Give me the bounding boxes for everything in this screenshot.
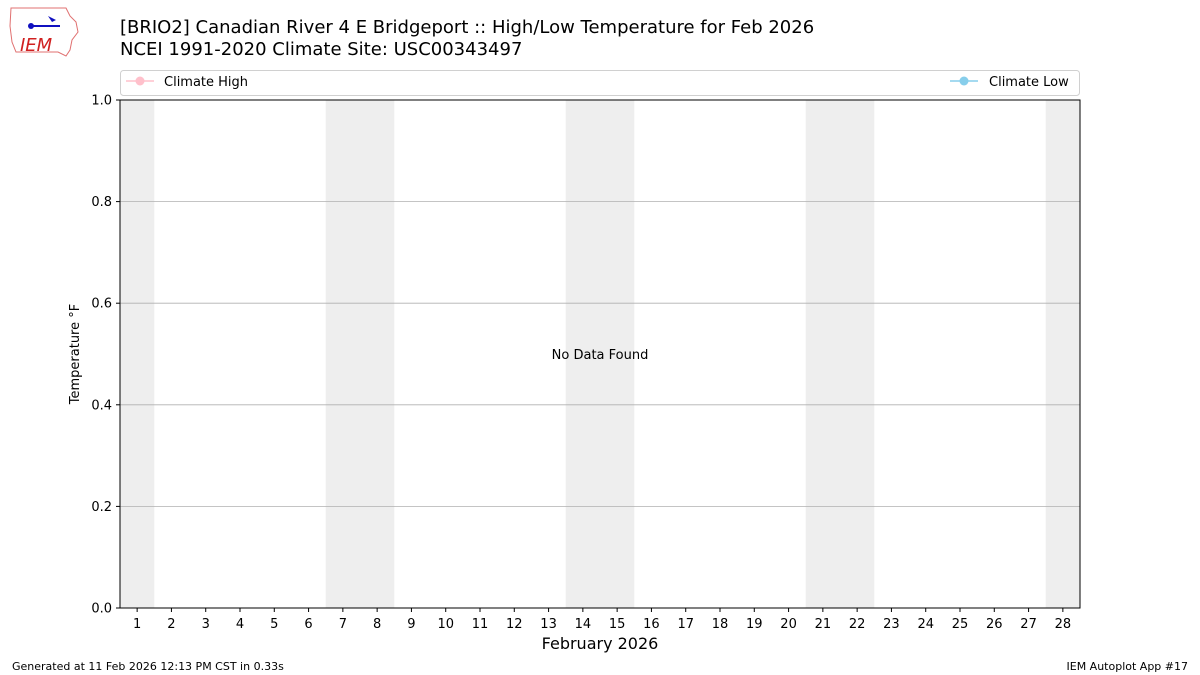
x-tick-label: 16: [643, 617, 660, 632]
legend-marker-climate-low: [959, 76, 969, 86]
iem-logo: IEM: [8, 6, 80, 58]
x-tick-label: 19: [746, 617, 763, 632]
footer-app: IEM Autoplot App #17: [1066, 660, 1189, 673]
weekend-shading: [600, 100, 635, 608]
iem-logo-graphic: IEM: [9, 7, 79, 57]
y-tick-label: 0.2: [91, 500, 112, 515]
x-tick-label: 2: [167, 617, 175, 632]
weekend-shading: [360, 100, 395, 608]
x-tick-label: 20: [780, 617, 797, 632]
x-tick-label: 21: [815, 617, 832, 632]
logo-text: IEM: [20, 35, 53, 56]
weekend-shading: [840, 100, 875, 608]
x-tick-label: 15: [609, 617, 626, 632]
x-tick-label: 4: [236, 617, 244, 632]
x-tick-label: 14: [575, 617, 592, 632]
x-tick-label: 23: [883, 617, 900, 632]
x-tick-label: 8: [373, 617, 381, 632]
y-tick-label: 0.0: [91, 602, 112, 617]
weekend-shading: [805, 100, 840, 608]
legend-label-climate-low: Climate Low: [989, 75, 1069, 90]
weekend-shading: [120, 100, 155, 608]
y-tick-label: 0.6: [91, 297, 112, 312]
x-tick-label: 7: [339, 617, 347, 632]
weekend-shading: [565, 100, 600, 608]
x-tick-label: 1: [133, 617, 141, 632]
x-tick-label: 26: [986, 617, 1003, 632]
x-tick-label: 24: [917, 617, 934, 632]
x-tick-label: 9: [407, 617, 415, 632]
footer-generated: Generated at 11 Feb 2026 12:13 PM CST in…: [12, 660, 284, 673]
y-tick-label: 1.0: [91, 94, 112, 109]
legend-label-climate-high: Climate High: [164, 75, 248, 90]
x-tick-label: 22: [849, 617, 866, 632]
x-tick-label: 3: [202, 617, 210, 632]
weekend-shading: [1045, 100, 1080, 608]
x-tick-label: 6: [304, 617, 312, 632]
plot-frame: [119, 99, 1081, 609]
y-tick-label: 0.8: [91, 195, 112, 210]
x-tick-label: 13: [540, 617, 557, 632]
x-tick-label: 27: [1020, 617, 1037, 632]
weekend-shading: [325, 100, 360, 608]
legend-marker-climate-high: [135, 76, 145, 86]
chart-title: [BRIO2] Canadian River 4 E Bridgeport ::…: [120, 17, 815, 38]
x-tick-label: 28: [1055, 617, 1072, 632]
x-tick-label: 5: [270, 617, 278, 632]
x-tick-label: 12: [506, 617, 523, 632]
x-tick-label: 11: [472, 617, 489, 632]
x-tick-label: 17: [677, 617, 694, 632]
no-data-annotation: No Data Found: [552, 348, 649, 363]
y-tick-label: 0.4: [91, 398, 112, 413]
legend-box: [120, 70, 1080, 96]
x-tick-label: 25: [952, 617, 969, 632]
x-tick-label: 10: [437, 617, 454, 632]
y-axis-label: Temperature °F: [68, 304, 83, 405]
x-tick-label: 18: [712, 617, 729, 632]
x-axis-label: February 2026: [542, 634, 659, 653]
chart-subtitle: NCEI 1991-2020 Climate Site: USC00343497: [120, 39, 523, 60]
